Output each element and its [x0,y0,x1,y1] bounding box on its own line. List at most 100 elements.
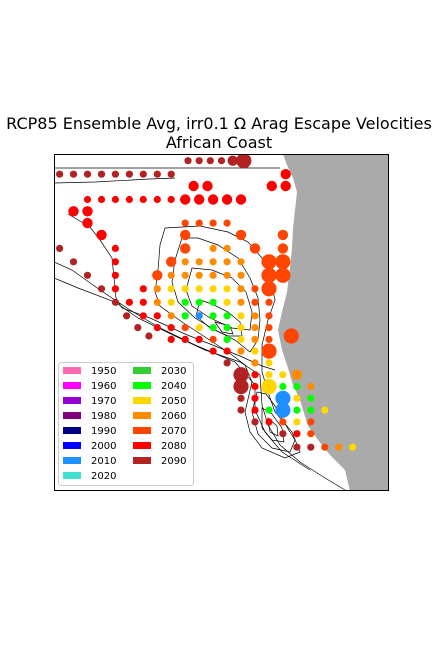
data-point-2070 [307,418,315,426]
legend-swatch-2050 [133,397,151,404]
data-point-2050 [223,298,231,306]
data-point-2070 [223,219,231,227]
data-point-2080 [221,194,233,205]
legend-label-2050: 2050 [161,396,186,407]
data-point-2070 [181,324,189,332]
legend-swatch-1970 [63,397,81,404]
data-point-2070 [209,219,217,227]
data-point-2060 [153,285,161,293]
data-point-2070 [277,229,289,241]
legend-swatch-2060 [133,412,151,419]
data-point-2070 [235,229,247,241]
data-point-2040 [195,298,203,306]
data-point-2060 [251,312,259,320]
data-point-2050 [293,394,301,402]
data-point-2070 [279,418,287,426]
data-point-2060 [209,258,217,266]
data-point-2070 [307,430,315,438]
data-point-2080 [153,324,161,332]
data-point-2090 [145,332,153,340]
legend-swatch-2010 [63,457,81,464]
data-point-2070 [265,324,273,332]
data-point-2060 [209,271,217,279]
data-point-2090 [56,244,64,252]
data-point-2090 [237,394,245,402]
data-point-2080 [266,180,277,192]
data-point-2070 [180,243,191,254]
data-point-2060 [237,347,245,355]
data-point-2080 [251,406,259,414]
data-point-2070 [180,229,191,241]
data-point-2050 [237,324,245,332]
data-point-2060 [237,298,245,306]
data-point-2060 [251,359,259,367]
data-point-2060 [209,244,217,252]
data-point-2060 [223,258,231,266]
legend-label-2070: 2070 [161,426,186,437]
data-point-2080 [265,418,273,426]
legend-swatch-1990 [63,427,81,434]
contour-line [54,177,176,184]
data-point-2080 [167,335,175,343]
data-point-2090 [111,298,119,306]
data-point-2080 [153,195,161,204]
data-point-2040 [307,394,315,402]
data-point-2080 [235,194,247,205]
legend-swatch-2080 [133,442,151,449]
legend-swatch-2000 [63,442,81,449]
data-point-2070 [249,243,261,254]
data-point-2090 [69,258,78,266]
legend-label-2090: 2090 [161,456,186,467]
data-point-2060 [237,271,245,279]
data-point-2060 [251,335,259,343]
data-point-2050 [181,285,189,293]
data-point-2060 [237,285,245,293]
chart-title-line2: African Coast [166,133,272,152]
data-point-2070 [275,254,291,270]
data-point-2090 [233,367,249,383]
data-point-2090 [217,157,226,165]
data-point-2070 [261,281,277,297]
contour-line [54,277,346,491]
data-point-2080 [251,382,259,391]
data-point-2050 [237,335,245,343]
data-point-2040 [181,298,189,306]
legend-label-2060: 2060 [161,411,186,422]
data-point-2070 [261,343,277,359]
data-point-2080 [223,347,231,355]
contour-line [214,321,234,335]
data-point-2050 [265,359,273,367]
data-point-2080 [111,285,119,293]
data-point-2010 [195,312,203,320]
data-point-2070 [195,219,203,227]
data-point-2090 [206,157,214,165]
chart-title-line1: RCP85 Ensemble Avg, irr0.1 Ω Arag Escape… [6,114,432,133]
data-point-2080 [82,206,93,217]
data-point-2080 [111,244,119,252]
data-point-2060 [153,298,161,306]
data-point-2070 [277,243,289,254]
data-point-2090 [97,170,106,178]
data-point-2090 [167,170,175,178]
legend-label-2010: 2010 [91,456,116,467]
data-point-2080 [111,271,119,279]
axes-frame [54,154,389,491]
data-point-2080 [207,194,219,205]
legend-label-1960: 1960 [91,381,116,392]
data-point-2060 [181,271,189,279]
data-point-2040 [223,324,231,332]
data-point-2040 [209,312,217,320]
data-point-2090 [83,170,92,178]
legend-label-2080: 2080 [161,441,186,452]
data-point-2050 [209,285,217,293]
legend-label-2040: 2040 [161,381,186,392]
data-point-2070 [152,270,163,281]
data-point-2080 [202,180,213,192]
data-point-2070 [181,219,189,227]
data-point-2080 [153,312,161,320]
data-point-2080 [97,195,106,204]
data-point-2040 [181,312,189,320]
data-point-2090 [251,418,259,426]
data-point-2080 [125,195,133,204]
data-point-2080 [139,312,147,320]
